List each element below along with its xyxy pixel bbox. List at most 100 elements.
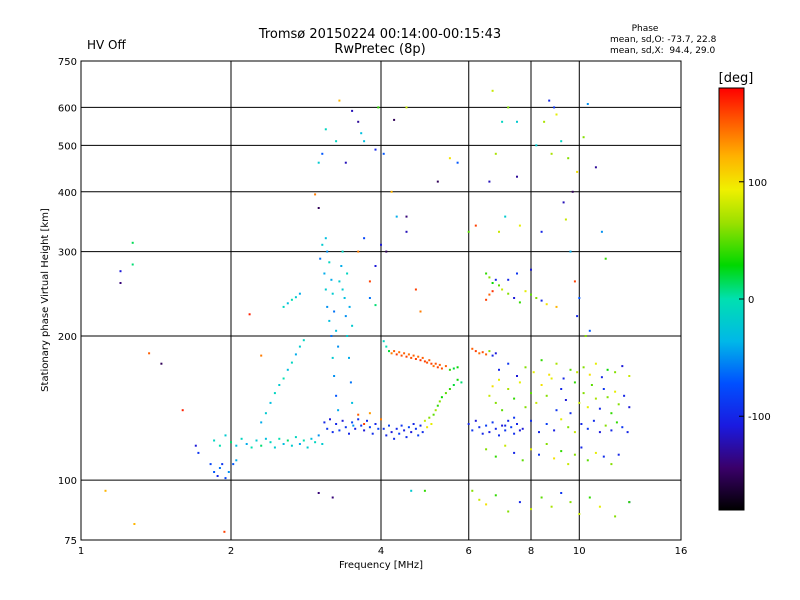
data-point — [518, 381, 521, 384]
data-point — [374, 423, 377, 425]
data-point — [341, 288, 344, 291]
data-point — [377, 427, 380, 430]
data-point — [507, 419, 510, 422]
data-point — [567, 157, 570, 160]
data-point — [485, 424, 488, 427]
data-point — [331, 496, 334, 499]
data-point — [282, 305, 285, 308]
data-point — [131, 241, 134, 244]
data-point — [535, 144, 538, 147]
data-point — [604, 257, 607, 260]
data-point — [248, 313, 251, 316]
data-point — [232, 463, 235, 466]
data-point — [414, 427, 417, 430]
data-point — [221, 463, 224, 466]
data-point — [335, 140, 338, 143]
data-point — [488, 180, 491, 183]
data-point — [474, 350, 477, 353]
data-point — [385, 434, 388, 437]
data-point — [104, 489, 107, 492]
data-point — [412, 423, 415, 425]
data-point — [400, 424, 403, 427]
data-point — [521, 459, 524, 462]
data-point — [494, 352, 497, 355]
data-point — [351, 109, 354, 112]
data-point — [250, 446, 253, 449]
data-point — [360, 132, 363, 135]
data-point — [576, 371, 579, 374]
data-point — [560, 418, 563, 421]
data-point — [604, 424, 607, 427]
data-point — [324, 288, 327, 291]
data-point — [380, 418, 382, 421]
data-point — [374, 304, 377, 307]
data-point — [264, 437, 267, 440]
data-point — [423, 489, 426, 492]
data-point — [436, 180, 439, 183]
data-point — [294, 436, 297, 439]
data-point — [326, 427, 329, 430]
data-point — [223, 530, 226, 533]
data-point — [294, 296, 297, 299]
data-point — [545, 394, 548, 397]
data-point — [148, 352, 151, 355]
data-point — [224, 477, 227, 480]
plot-frame — [80, 60, 682, 541]
data-point — [530, 268, 532, 271]
data-point — [600, 376, 603, 379]
x-tick-label: 6 — [466, 546, 472, 557]
data-point — [614, 390, 617, 393]
data-point — [331, 356, 334, 359]
data-point — [530, 508, 532, 511]
data-point — [578, 401, 581, 404]
data-point — [278, 437, 281, 440]
data-point — [513, 416, 516, 419]
data-point — [617, 453, 620, 456]
data-point — [573, 453, 576, 456]
data-point — [548, 373, 551, 376]
y-tick-label: 100 — [58, 476, 77, 487]
plot-grid — [81, 61, 681, 540]
data-point — [507, 510, 510, 513]
data-point — [438, 363, 441, 366]
data-point — [530, 448, 532, 451]
data-point — [224, 434, 227, 437]
data-point — [460, 381, 463, 384]
data-point — [395, 215, 398, 218]
data-point — [294, 353, 297, 356]
data-point — [623, 394, 626, 397]
data-point — [346, 272, 349, 275]
data-point — [290, 361, 293, 364]
colorbar-tick-label: -100 — [748, 412, 771, 423]
x-tick-label: 1 — [78, 546, 84, 557]
data-point — [430, 423, 433, 425]
data-point — [507, 278, 510, 281]
data-point — [545, 303, 548, 306]
data-point — [578, 297, 581, 299]
data-point — [606, 368, 609, 371]
data-point — [545, 443, 548, 445]
data-point — [498, 368, 500, 371]
data-point — [352, 424, 355, 427]
data-point — [421, 431, 424, 434]
data-point — [494, 401, 497, 404]
data-point — [448, 388, 451, 390]
data-point — [351, 421, 354, 424]
data-point — [488, 431, 491, 434]
data-point — [438, 400, 441, 403]
data-point — [485, 272, 488, 275]
data-point — [498, 284, 500, 287]
data-point — [456, 378, 459, 381]
data-point — [363, 140, 366, 143]
data-point — [540, 384, 543, 386]
data-point — [400, 354, 403, 357]
data-point — [181, 409, 184, 412]
data-point — [405, 436, 408, 439]
data-point — [513, 397, 516, 400]
data-point — [282, 377, 285, 380]
data-point — [348, 432, 350, 435]
data-point — [348, 356, 350, 359]
colorbar-unit-label: [deg] — [719, 71, 754, 86]
data-point — [436, 404, 439, 407]
